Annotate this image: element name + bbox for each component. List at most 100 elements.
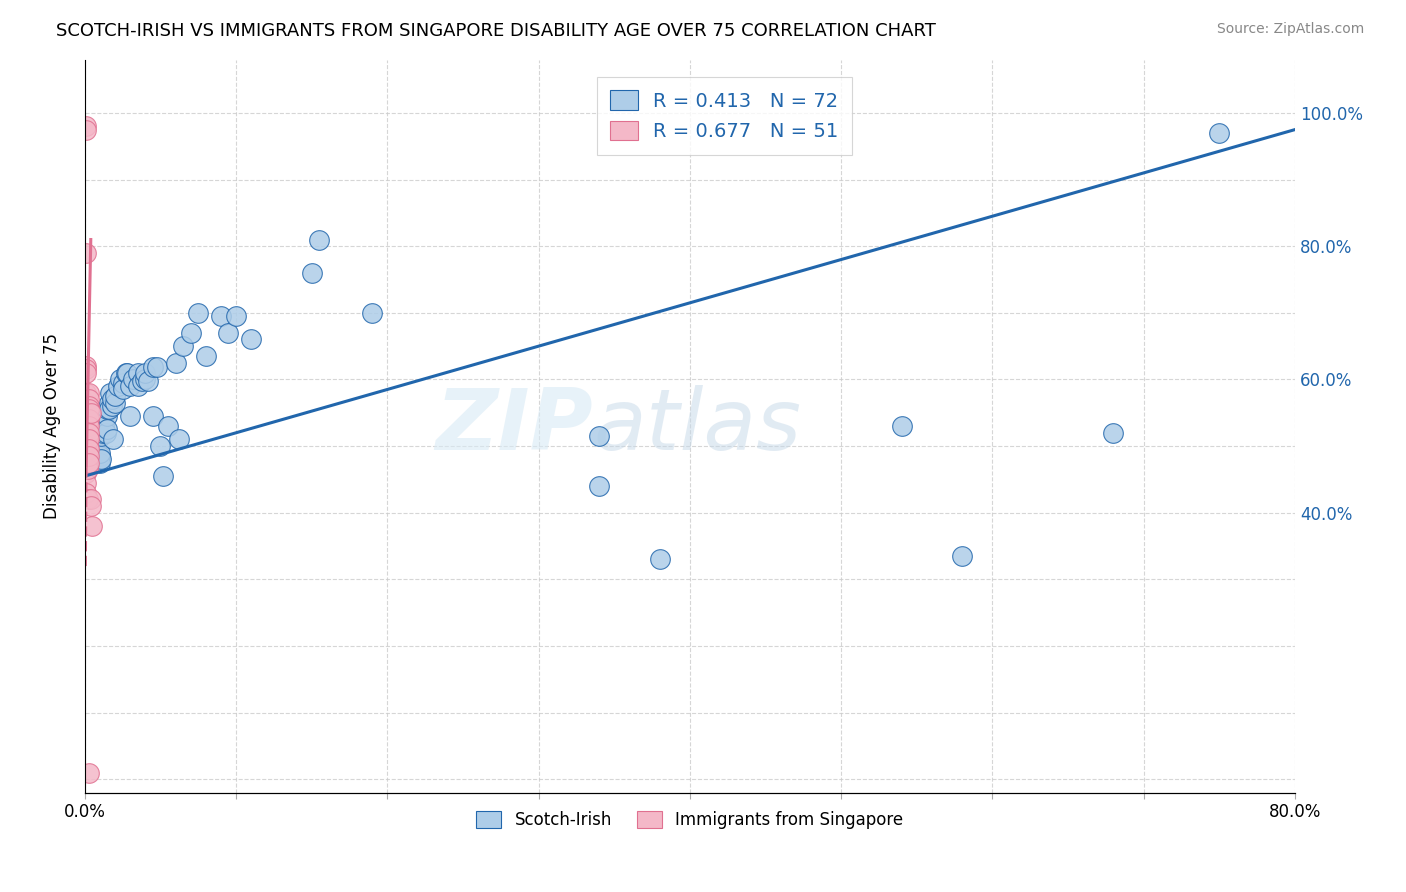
- Point: [115, 366, 138, 380]
- Point: [100, 385, 122, 400]
- Text: atlas: atlas: [593, 384, 801, 467]
- Point: [76, 402, 98, 417]
- Point: [77, 765, 100, 780]
- Point: [77, 425, 100, 440]
- Legend: Scotch-Irish, Immigrants from Singapore: Scotch-Irish, Immigrants from Singapore: [470, 804, 910, 836]
- Point: [75, 366, 97, 380]
- Point: [89, 449, 111, 463]
- Point: [588, 429, 610, 443]
- Point: [84, 442, 107, 457]
- Point: [87, 452, 110, 467]
- Point: [75, 419, 97, 434]
- Point: [94, 425, 117, 440]
- Point: [149, 439, 172, 453]
- Point: [75, 446, 97, 460]
- Point: [127, 366, 149, 380]
- Point: [180, 326, 202, 340]
- Point: [75, 385, 97, 400]
- Text: ZIP: ZIP: [436, 384, 593, 467]
- Point: [187, 306, 209, 320]
- Point: [127, 379, 149, 393]
- Point: [76, 492, 98, 507]
- Point: [80, 406, 103, 420]
- Point: [93, 419, 115, 434]
- Point: [134, 372, 156, 386]
- Point: [80, 492, 103, 507]
- Point: [77, 419, 100, 434]
- Point: [76, 433, 98, 447]
- Point: [76, 399, 98, 413]
- Point: [111, 383, 134, 397]
- Point: [172, 339, 194, 353]
- Point: [75, 120, 97, 134]
- Point: [209, 309, 232, 323]
- Point: [146, 360, 169, 375]
- Point: [1102, 425, 1125, 440]
- Point: [75, 412, 97, 426]
- Point: [122, 372, 145, 386]
- Point: [75, 485, 97, 500]
- Point: [101, 399, 124, 413]
- Point: [950, 549, 973, 563]
- Point: [75, 402, 97, 417]
- Point: [142, 409, 165, 424]
- Point: [82, 446, 104, 460]
- Text: Source: ZipAtlas.com: Source: ZipAtlas.com: [1216, 22, 1364, 37]
- Point: [86, 446, 108, 460]
- Point: [76, 462, 98, 476]
- Point: [83, 452, 105, 467]
- Point: [107, 379, 129, 393]
- Point: [103, 433, 125, 447]
- Point: [156, 419, 179, 434]
- Y-axis label: Disability Age Over 75: Disability Age Over 75: [44, 333, 60, 519]
- Point: [76, 406, 98, 420]
- Point: [90, 452, 112, 467]
- Point: [152, 469, 174, 483]
- Point: [83, 446, 105, 460]
- Point: [648, 552, 671, 566]
- Point: [77, 442, 100, 457]
- Point: [76, 412, 98, 426]
- Point: [80, 499, 103, 513]
- Point: [194, 349, 217, 363]
- Point: [96, 402, 118, 417]
- Point: [77, 392, 100, 407]
- Point: [75, 433, 97, 447]
- Point: [97, 396, 120, 410]
- Point: [75, 359, 97, 373]
- Point: [76, 439, 98, 453]
- Point: [75, 475, 97, 490]
- Point: [75, 396, 97, 410]
- Text: SCOTCH-IRISH VS IMMIGRANTS FROM SINGAPORE DISABILITY AGE OVER 75 CORRELATION CHA: SCOTCH-IRISH VS IMMIGRANTS FROM SINGAPOR…: [56, 22, 936, 40]
- Point: [131, 374, 153, 388]
- Point: [87, 446, 110, 460]
- Point: [75, 409, 97, 424]
- Point: [77, 456, 100, 470]
- Point: [76, 446, 98, 460]
- Point: [89, 456, 111, 470]
- Point: [77, 402, 100, 417]
- Point: [120, 409, 142, 424]
- Point: [136, 374, 159, 388]
- Point: [101, 392, 124, 407]
- Point: [111, 376, 134, 390]
- Point: [104, 396, 127, 410]
- Point: [142, 360, 165, 375]
- Point: [120, 379, 142, 393]
- Point: [96, 409, 118, 424]
- Point: [96, 422, 118, 436]
- Point: [75, 362, 97, 376]
- Point: [165, 356, 187, 370]
- Point: [77, 449, 100, 463]
- Point: [77, 412, 100, 426]
- Point: [75, 406, 97, 420]
- Point: [75, 245, 97, 260]
- Point: [75, 456, 97, 470]
- Point: [588, 479, 610, 493]
- Point: [76, 416, 98, 430]
- Point: [77, 399, 100, 413]
- Point: [167, 433, 190, 447]
- Point: [76, 452, 98, 467]
- Point: [240, 333, 263, 347]
- Point: [108, 372, 131, 386]
